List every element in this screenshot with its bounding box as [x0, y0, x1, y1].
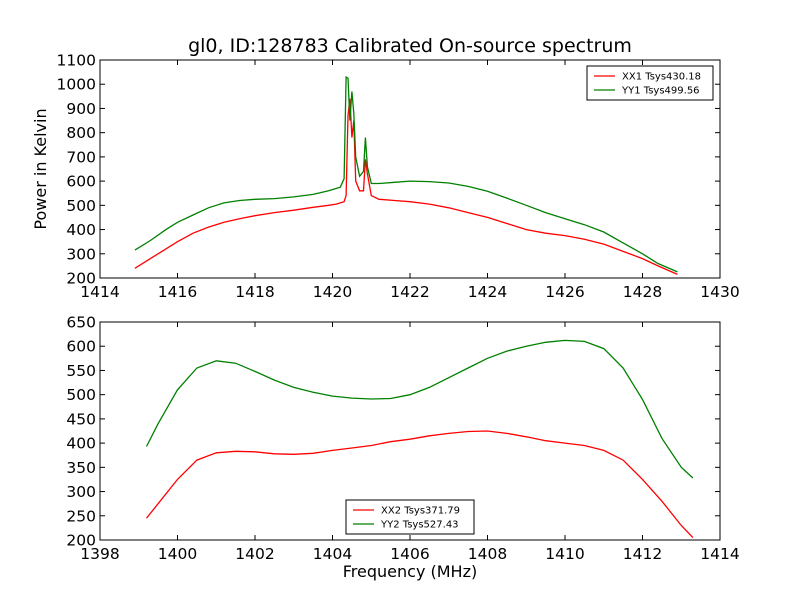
- top-series-line-2: [134, 75, 678, 273]
- bottom-x-tick-label: 1408: [468, 545, 507, 563]
- top-y-tick-label: 700: [66, 148, 96, 166]
- top-x-tick-label: 1420: [313, 283, 352, 301]
- bottom-y-tick-label: 500: [66, 386, 96, 404]
- bottom-x-axis-label: Frequency (MHz): [343, 562, 477, 581]
- top-y-tick-label: 600: [66, 173, 96, 191]
- top-x-tick-label: 1418: [235, 283, 274, 301]
- bottom-y-tick-label: 400: [66, 435, 96, 453]
- bottom-legend-box: [345, 499, 475, 535]
- top-legend-label-1: XX1 Tsys430.18: [622, 72, 701, 83]
- top-y-tick-label: 200: [66, 270, 96, 288]
- top-y-tick-label: 900: [66, 100, 96, 118]
- top-legend-label-2: YY1 Tsys499.56: [621, 86, 700, 97]
- bottom-series-line-2: [145, 339, 694, 479]
- top-y-tick-label: 800: [66, 124, 96, 142]
- top-x-tick-label: 1430: [700, 283, 739, 301]
- bottom-y-tick-label: 450: [66, 410, 96, 428]
- top-x-tick-label: 1416: [158, 283, 197, 301]
- top-legend-box: [586, 65, 714, 101]
- top-y-tick-label: 1000: [57, 76, 96, 94]
- bottom-x-tick-label: 1406: [390, 545, 429, 563]
- bottom-y-tick-label: 200: [66, 532, 96, 550]
- top-y-tick-label: 300: [66, 245, 96, 263]
- bottom-x-tick-label: 1400: [158, 545, 197, 563]
- top-y-tick-label: 400: [66, 221, 96, 239]
- top-x-tick-label: 1428: [623, 283, 662, 301]
- bottom-x-tick-label: 1402: [235, 545, 274, 563]
- top-y-tick-label: 1100: [57, 52, 96, 70]
- top-x-tick-label: 1414: [80, 283, 119, 301]
- bottom-panel: Frequency (MHz) 1398 1400 1402 1404 1406 1408…: [66, 314, 739, 582]
- bottom-x-tick-label: 1412: [623, 545, 662, 563]
- top-x-tick-label: 1422: [390, 283, 429, 301]
- bottom-y-tick-label: 650: [66, 314, 96, 332]
- bottom-legend-label-2: YY2 Tsys527.43: [380, 520, 459, 531]
- bottom-x-tick-label: 1404: [313, 545, 352, 563]
- top-y-axis-label: Power in Kelvin: [31, 108, 50, 229]
- bottom-legend: XX2 Tsys371.79 YY2 Tsys527.43: [345, 499, 475, 535]
- top-legend: XX1 Tsys430.18 YY1 Tsys499.56: [586, 65, 714, 101]
- top-y-tick-label: 500: [66, 197, 96, 215]
- bottom-y-tick-label: 600: [66, 338, 96, 356]
- top-series-line-1: [134, 98, 678, 275]
- top-panel: Power in Kelvin 1414 1416 1418 1420 1422 1424…: [31, 52, 740, 302]
- bottom-series-line-1: [145, 430, 694, 539]
- bottom-legend-label-1: XX2 Tsys371.79: [381, 506, 460, 517]
- top-x-tick-label: 1424: [468, 283, 507, 301]
- top-x-tick-label: 1426: [545, 283, 584, 301]
- bottom-x-tick-label: 1398: [80, 545, 119, 563]
- bottom-y-tick-label: 350: [66, 459, 96, 477]
- bottom-y-tick-label: 250: [66, 507, 96, 525]
- bottom-x-tick-label: 1410: [545, 545, 584, 563]
- bottom-x-tick-label: 1414: [700, 545, 739, 563]
- bottom-y-tick-label: 550: [66, 362, 96, 380]
- chart-title: gl0, ID:128783 Calibrated On-source spec…: [188, 35, 632, 57]
- bottom-y-tick-label: 300: [66, 483, 96, 501]
